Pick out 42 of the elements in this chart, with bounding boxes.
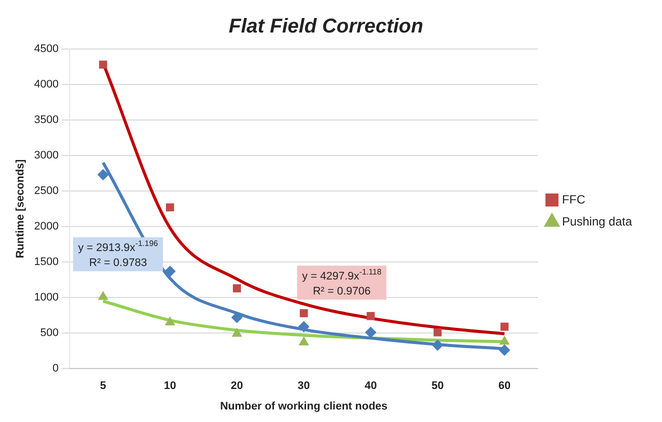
point bbox=[434, 328, 442, 336]
x-tick-label: 60 bbox=[498, 380, 511, 392]
legend-label: Pushing data bbox=[562, 214, 632, 228]
point bbox=[99, 60, 108, 69]
y-tick-label: 1000 bbox=[34, 292, 59, 304]
x-tick-label: 40 bbox=[364, 380, 377, 392]
y-tick-label: 0 bbox=[52, 362, 59, 375]
y-tick-label: 2000 bbox=[34, 220, 59, 233]
point bbox=[166, 203, 174, 212]
x-tick-label: 20 bbox=[230, 380, 244, 392]
point bbox=[366, 312, 375, 320]
y-axis-title: Runtime [seconds] bbox=[14, 158, 27, 258]
point bbox=[498, 344, 510, 356]
point bbox=[98, 169, 109, 180]
y-tick-label: 4500 bbox=[34, 43, 59, 56]
point bbox=[98, 291, 108, 300]
y-tick-label: 2500 bbox=[34, 185, 59, 198]
x-tick-label: 10 bbox=[164, 380, 176, 392]
point bbox=[298, 321, 310, 332]
x-axis-title: Number of working client nodes bbox=[220, 400, 388, 412]
point bbox=[164, 266, 176, 277]
point bbox=[300, 309, 308, 318]
point bbox=[232, 284, 241, 292]
x-tick-label: 50 bbox=[431, 380, 444, 392]
point bbox=[500, 322, 509, 331]
point bbox=[298, 336, 309, 346]
annotation: R² = 0.9706 bbox=[312, 286, 371, 298]
chart-title: Flat Field Correction bbox=[228, 16, 424, 38]
y-tick-label: 4000 bbox=[34, 78, 59, 91]
point bbox=[232, 328, 242, 337]
y-tick-label: 1500 bbox=[34, 256, 59, 268]
y-tick-label: 3000 bbox=[34, 150, 59, 162]
x-tick-label: 5 bbox=[100, 380, 106, 392]
annotation: R² = 0.9783 bbox=[89, 257, 147, 270]
point bbox=[365, 326, 376, 338]
legend-label: FFC bbox=[562, 192, 586, 206]
y-tick-label: 500 bbox=[40, 327, 59, 340]
point bbox=[500, 336, 510, 345]
y-tick-label: 3500 bbox=[34, 114, 59, 126]
x-tick-label: 30 bbox=[298, 380, 310, 392]
point bbox=[165, 316, 175, 326]
point bbox=[432, 340, 444, 351]
